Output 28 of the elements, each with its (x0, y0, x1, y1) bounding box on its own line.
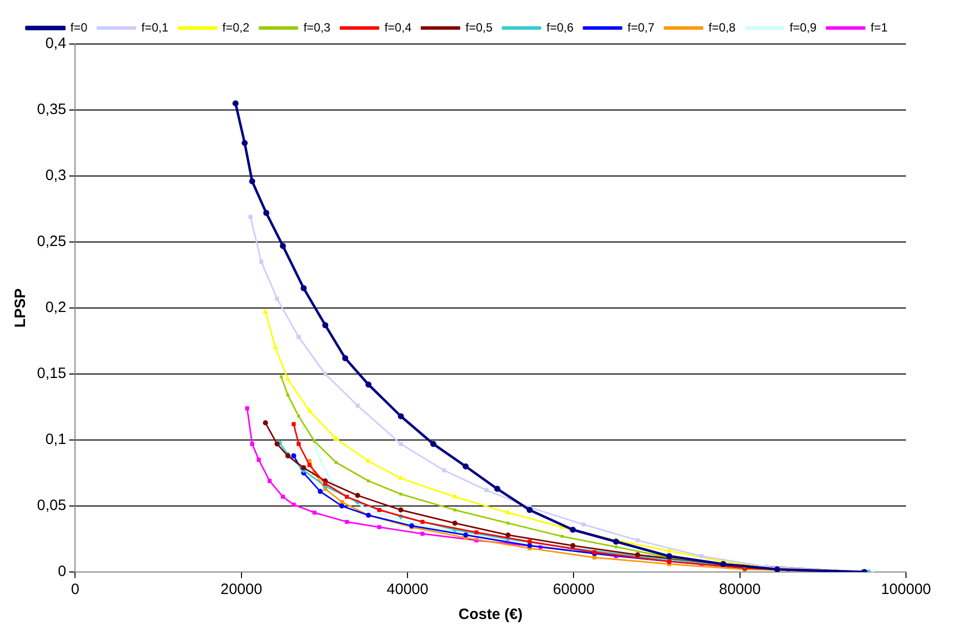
y-tick-label: 0,4 (45, 35, 66, 52)
legend-label: f=0 (70, 20, 88, 34)
x-tick-label: 20000 (220, 581, 262, 598)
legend-label: f=1 (870, 20, 888, 34)
y-tick-label: 0,25 (36, 233, 66, 250)
y-tick-label: 0,35 (36, 101, 66, 118)
y-tick-label: 0 (58, 563, 66, 580)
legend-label: f=0,1 (141, 20, 169, 34)
x-tick-label: 80000 (718, 581, 761, 598)
legend-label: f=0,5 (465, 20, 493, 34)
x-axis-title: Coste (€) (458, 606, 523, 624)
y-tick-label: 0,3 (45, 167, 66, 184)
y-tick-label: 0,1 (45, 431, 66, 448)
y-tick-label: 0,15 (36, 365, 66, 382)
legend-label: f=0,9 (790, 20, 817, 34)
y-axis-title: LPSP (12, 288, 30, 328)
x-tick-label: 60000 (552, 581, 595, 598)
y-tick-label: 0,2 (45, 299, 66, 316)
legend-label: f=0,8 (708, 20, 736, 34)
x-tick-label: 100000 (880, 581, 932, 598)
legend-label: f=0,2 (222, 20, 250, 34)
x-tick-label: 40000 (386, 581, 428, 598)
legend-label: f=0,7 (628, 20, 655, 34)
y-tick-label: 0,05 (36, 497, 66, 514)
legend-label: f=0,6 (546, 20, 574, 34)
legend-label: f=0,3 (303, 20, 331, 34)
x-tick-label: 0 (71, 581, 80, 598)
legend-label: f=0,4 (384, 20, 412, 34)
